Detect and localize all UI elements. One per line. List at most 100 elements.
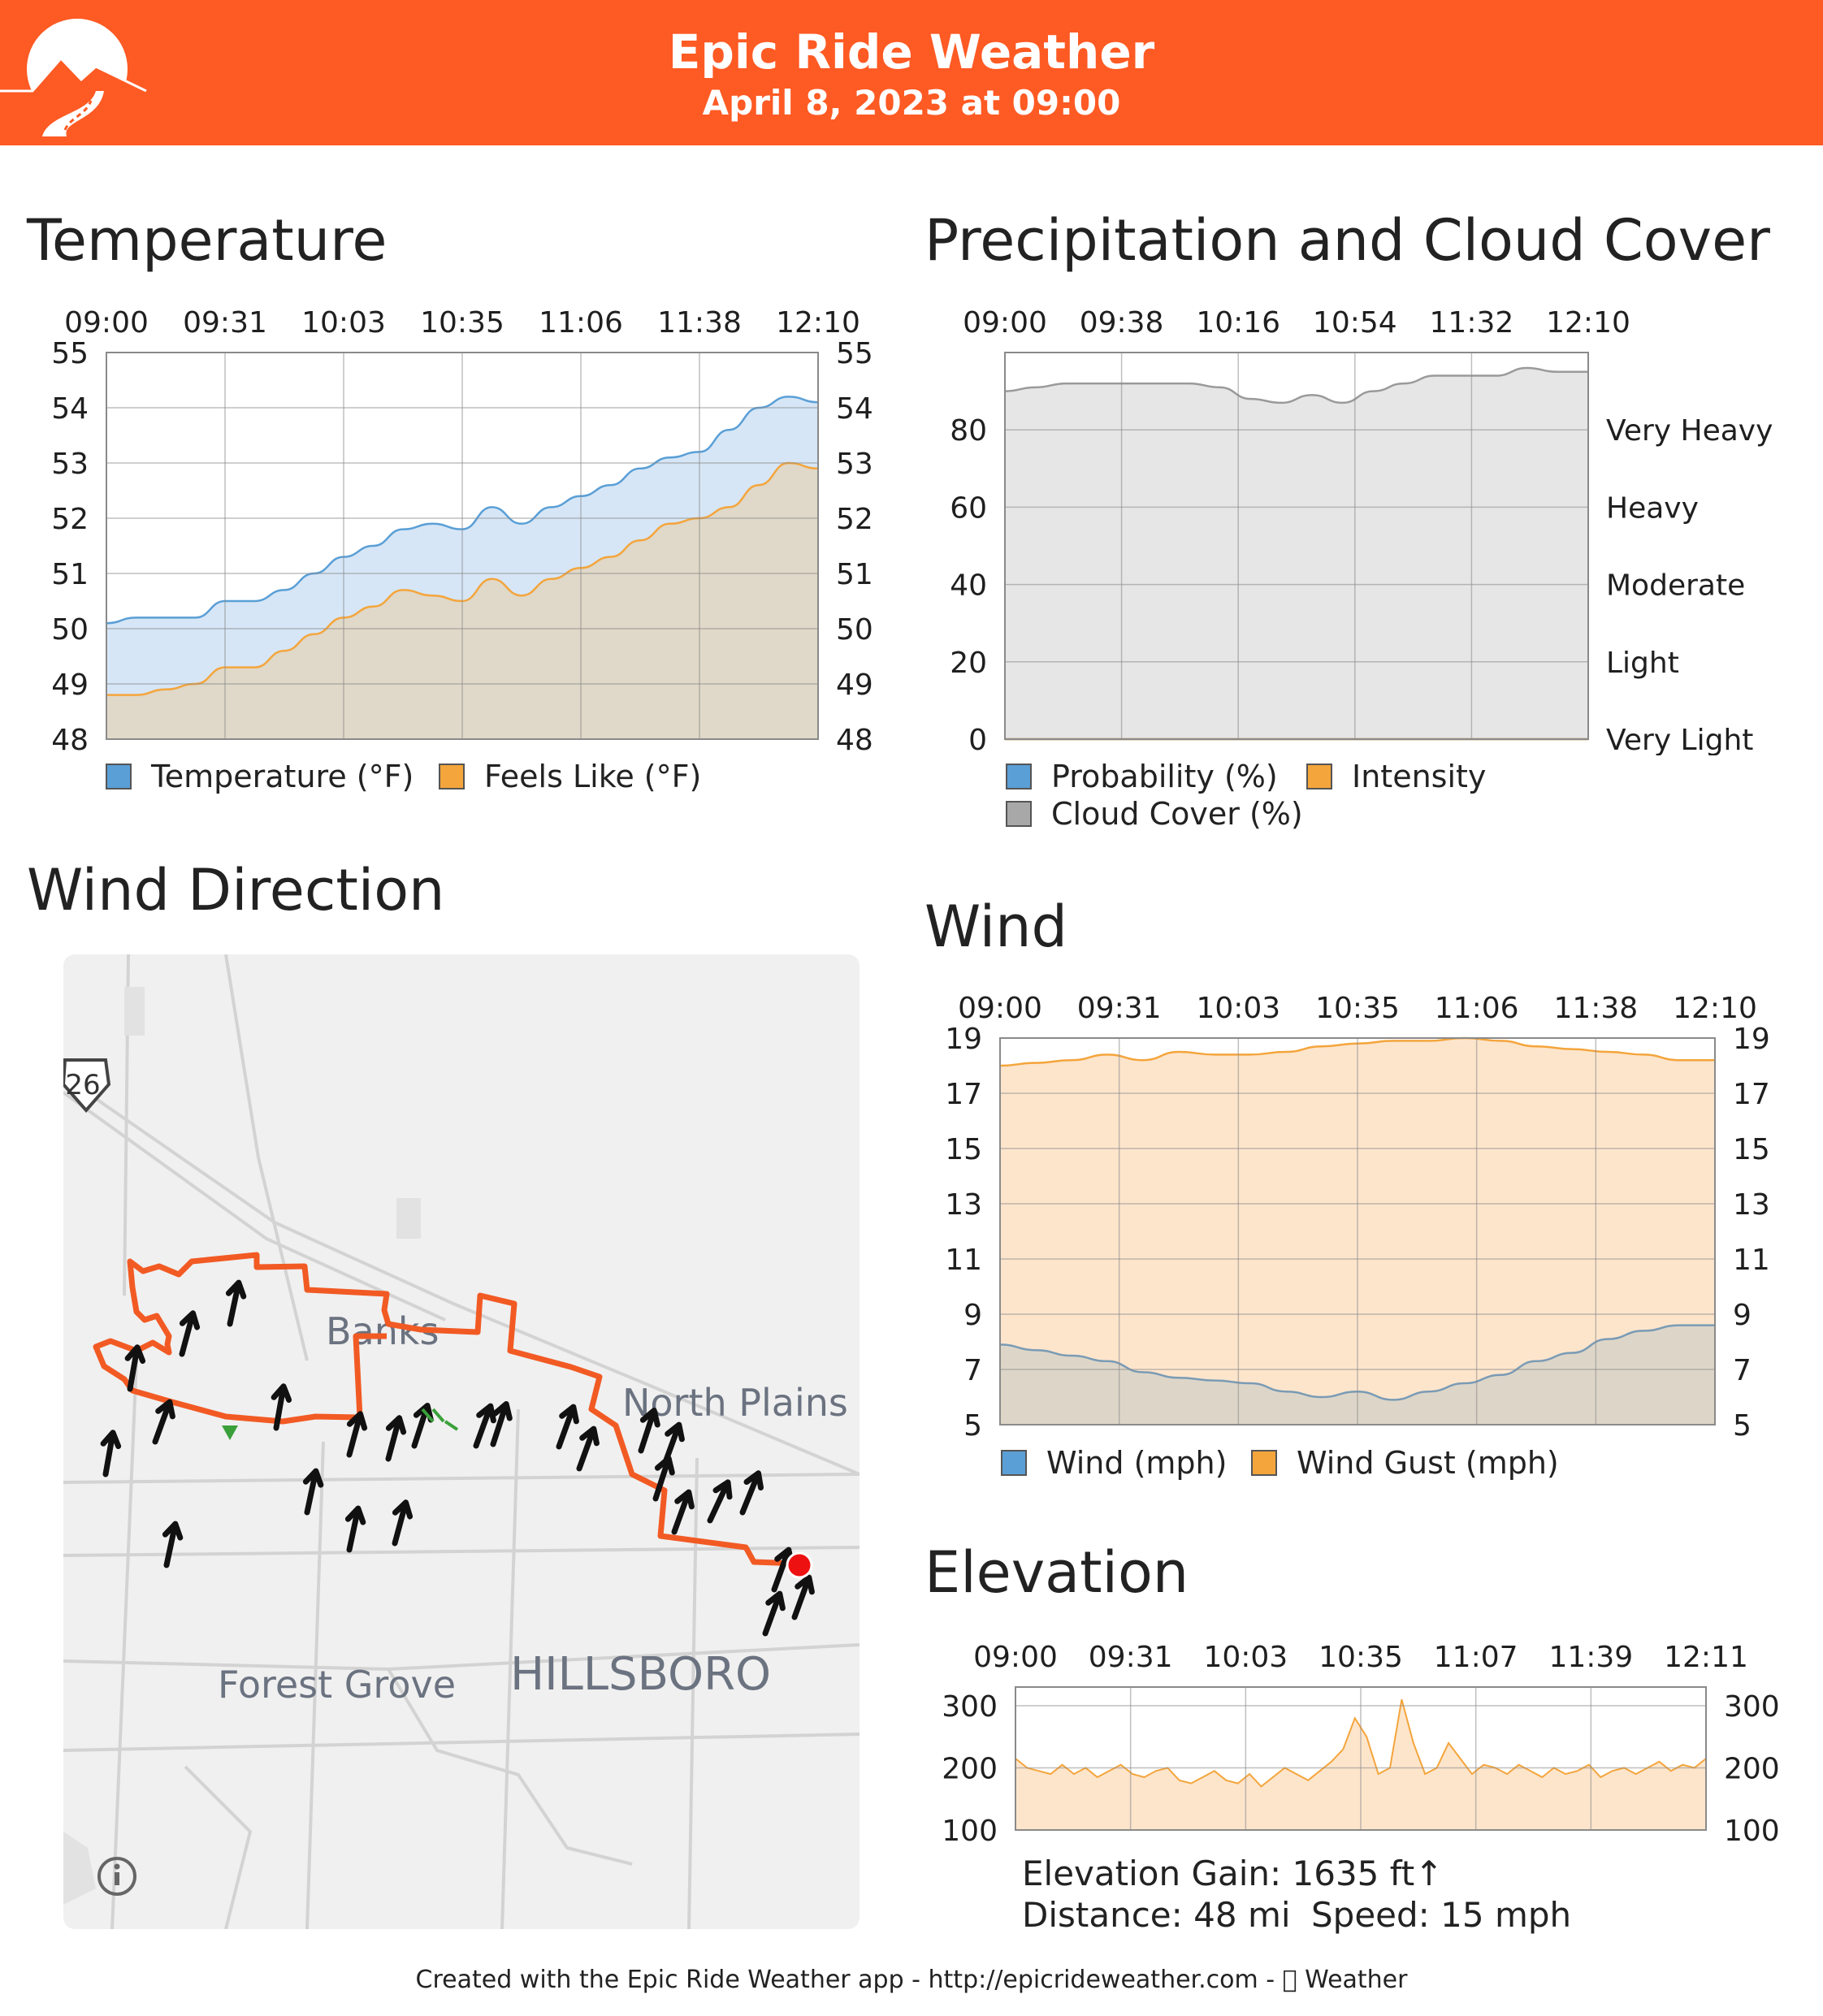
start-marker-icon	[222, 1425, 238, 1440]
y-tick-label-right: 52	[836, 503, 873, 536]
elevation-chart: 09:00 09:31 10:03 10:35 11:07 11:39 12:11 100 10…	[942, 1641, 1780, 1848]
y-tick-label-left: 54	[51, 392, 89, 426]
y-tick-label-right: 9	[1733, 1299, 1752, 1332]
x-tick-label: 09:00	[958, 992, 1042, 1025]
intensity-label: Very Light	[1606, 724, 1753, 755]
intensity-label: Moderate	[1606, 569, 1745, 603]
highway-shield-label: 26	[65, 1069, 100, 1101]
wind-arrow-icon	[576, 1425, 600, 1472]
y-tick-label-right: 55	[836, 337, 873, 370]
plot-border	[106, 352, 819, 740]
y-tick-label-left: 9	[963, 1299, 982, 1332]
x-tick-label: 10:54	[1313, 306, 1397, 340]
y-tick-label-right: 7	[1733, 1354, 1752, 1387]
map-roads	[63, 954, 860, 1929]
y-tick-label-right: 300	[1724, 1690, 1780, 1724]
temperature-title: Temperature	[27, 207, 388, 274]
y-tick-label-left: 80	[950, 414, 987, 448]
x-tick-label: 12:11	[1664, 1641, 1748, 1674]
y-tick-label-left: 55	[51, 337, 89, 370]
wind-arrow-icon	[100, 1430, 122, 1477]
x-tick-label: 09:00	[963, 306, 1047, 340]
x-tick-label: 10:35	[420, 306, 504, 340]
map-parks	[63, 987, 421, 1905]
wind-arrows	[100, 1279, 815, 1637]
wind-arrow-icon	[671, 1489, 695, 1535]
place-label-forest-grove: Forest Grove	[218, 1663, 456, 1707]
y-tick-label-left: 100	[942, 1815, 998, 1848]
info-icon[interactable]	[97, 1857, 136, 1896]
legend-label: Cloud Cover (%)	[1051, 796, 1303, 832]
elevation-gain: Elevation Gain: 1635 ft↑	[1022, 1854, 1444, 1893]
legend-label: Probability (%)	[1051, 759, 1278, 794]
wind-arrow-icon	[124, 1344, 146, 1392]
y-tick-label-right: 54	[836, 392, 873, 426]
precipitation-title: Precipitation and Cloud Cover	[924, 207, 1770, 274]
x-tick-label: 12:10	[1546, 306, 1630, 340]
legend-swatch-gray	[1006, 801, 1032, 827]
y-tick-label-right: 48	[836, 724, 873, 755]
legend-label: Feels Like (°F)	[484, 759, 702, 794]
elevation-title: Elevation	[924, 1539, 1189, 1606]
y-tick-label-left: 60	[950, 491, 987, 525]
y-tick-label-right: 51	[836, 558, 873, 591]
y-tick-label-right: 53	[836, 448, 873, 481]
wind-arrow-icon	[346, 1411, 368, 1458]
x-tick-label: 10:03	[1196, 992, 1280, 1025]
wind-chart: 09:00 09:31 10:03 10:35 11:06 11:38 12:10 5 5 7 7 9…	[945, 992, 1770, 1442]
x-tick-label: 09:38	[1080, 306, 1164, 340]
y-tick-label-left: 300	[942, 1690, 998, 1724]
wind-arrow-icon	[652, 1456, 675, 1502]
wind-arrow-icon	[473, 1403, 496, 1449]
intensity-label: Heavy	[1606, 491, 1699, 525]
y-tick-label-right: 11	[1733, 1244, 1770, 1277]
y-tick-label-left: 50	[51, 613, 89, 647]
y-tick-label-right: 15	[1733, 1133, 1770, 1166]
y-tick-label-left: 11	[945, 1244, 982, 1277]
y-tick-label-left: 19	[945, 1023, 982, 1056]
wind-arrow-icon	[225, 1279, 247, 1327]
app-header: Epic Ride Weather April 8, 2023 at 09:00	[0, 0, 1823, 145]
wind-title: Wind	[924, 893, 1067, 960]
wind-direction-map[interactable]: 26 Banks North Plains Forest Grove HILLS…	[63, 954, 860, 1929]
footer-credit: Created with the Epic Ride Weather app -…	[416, 1966, 1408, 1994]
wind-arrow-icon	[490, 1401, 513, 1447]
legend-swatch-orange	[1251, 1450, 1277, 1476]
wind-arrow-icon	[392, 1499, 414, 1547]
y-tick-label-left: 48	[51, 724, 89, 755]
plot-border	[1015, 1686, 1707, 1831]
y-tick-label-right: 13	[1733, 1188, 1770, 1222]
y-tick-label-right: 50	[836, 613, 873, 647]
ride-date: April 8, 2023 at 09:00	[702, 83, 1121, 123]
x-tick-label: 10:03	[1203, 1641, 1288, 1674]
series-line-0	[1004, 366, 1588, 404]
x-tick-label: 11:07	[1434, 1641, 1518, 1674]
legend-label: Wind Gust (mph)	[1297, 1445, 1559, 1481]
wind-arrow-icon	[739, 1470, 764, 1516]
y-tick-label-right: 17	[1733, 1078, 1770, 1111]
wind-arrow-icon	[344, 1505, 366, 1553]
temperature-chart: 09:00 09:31 10:03 10:35 11:06 11:38 12:10 48 48 4…	[51, 306, 873, 755]
wind-arrow-icon	[152, 1399, 175, 1445]
x-tick-label: 10:03	[301, 306, 386, 340]
wind-arrow-icon	[302, 1468, 324, 1516]
y-tick-label-left: 20	[950, 647, 987, 680]
checkered-marker-icon	[421, 1408, 459, 1431]
y-tick-label-left: 52	[51, 503, 89, 536]
highway-26-shield: 26	[63, 1058, 111, 1114]
legend-swatch-blue	[1006, 764, 1032, 790]
y-tick-label-right: 100	[1724, 1815, 1780, 1848]
y-tick-label-right: 200	[1724, 1752, 1780, 1785]
series-area-0	[1005, 368, 1588, 739]
y-tick-label-left: 40	[950, 569, 987, 603]
legend-swatch-blue	[1001, 1450, 1027, 1476]
y-tick-label-right: 5	[1733, 1409, 1752, 1442]
legend-label: Intensity	[1352, 759, 1487, 794]
y-tick-label-left: 53	[51, 448, 89, 481]
wind-arrow-icon	[271, 1383, 292, 1431]
wind-arrow-icon	[791, 1574, 815, 1620]
y-tick-label-right: 19	[1733, 1023, 1770, 1056]
legend-label: Wind (mph)	[1046, 1445, 1228, 1481]
x-tick-label: 11:39	[1548, 1641, 1633, 1674]
place-label-north-plains: North Plains	[622, 1381, 848, 1425]
